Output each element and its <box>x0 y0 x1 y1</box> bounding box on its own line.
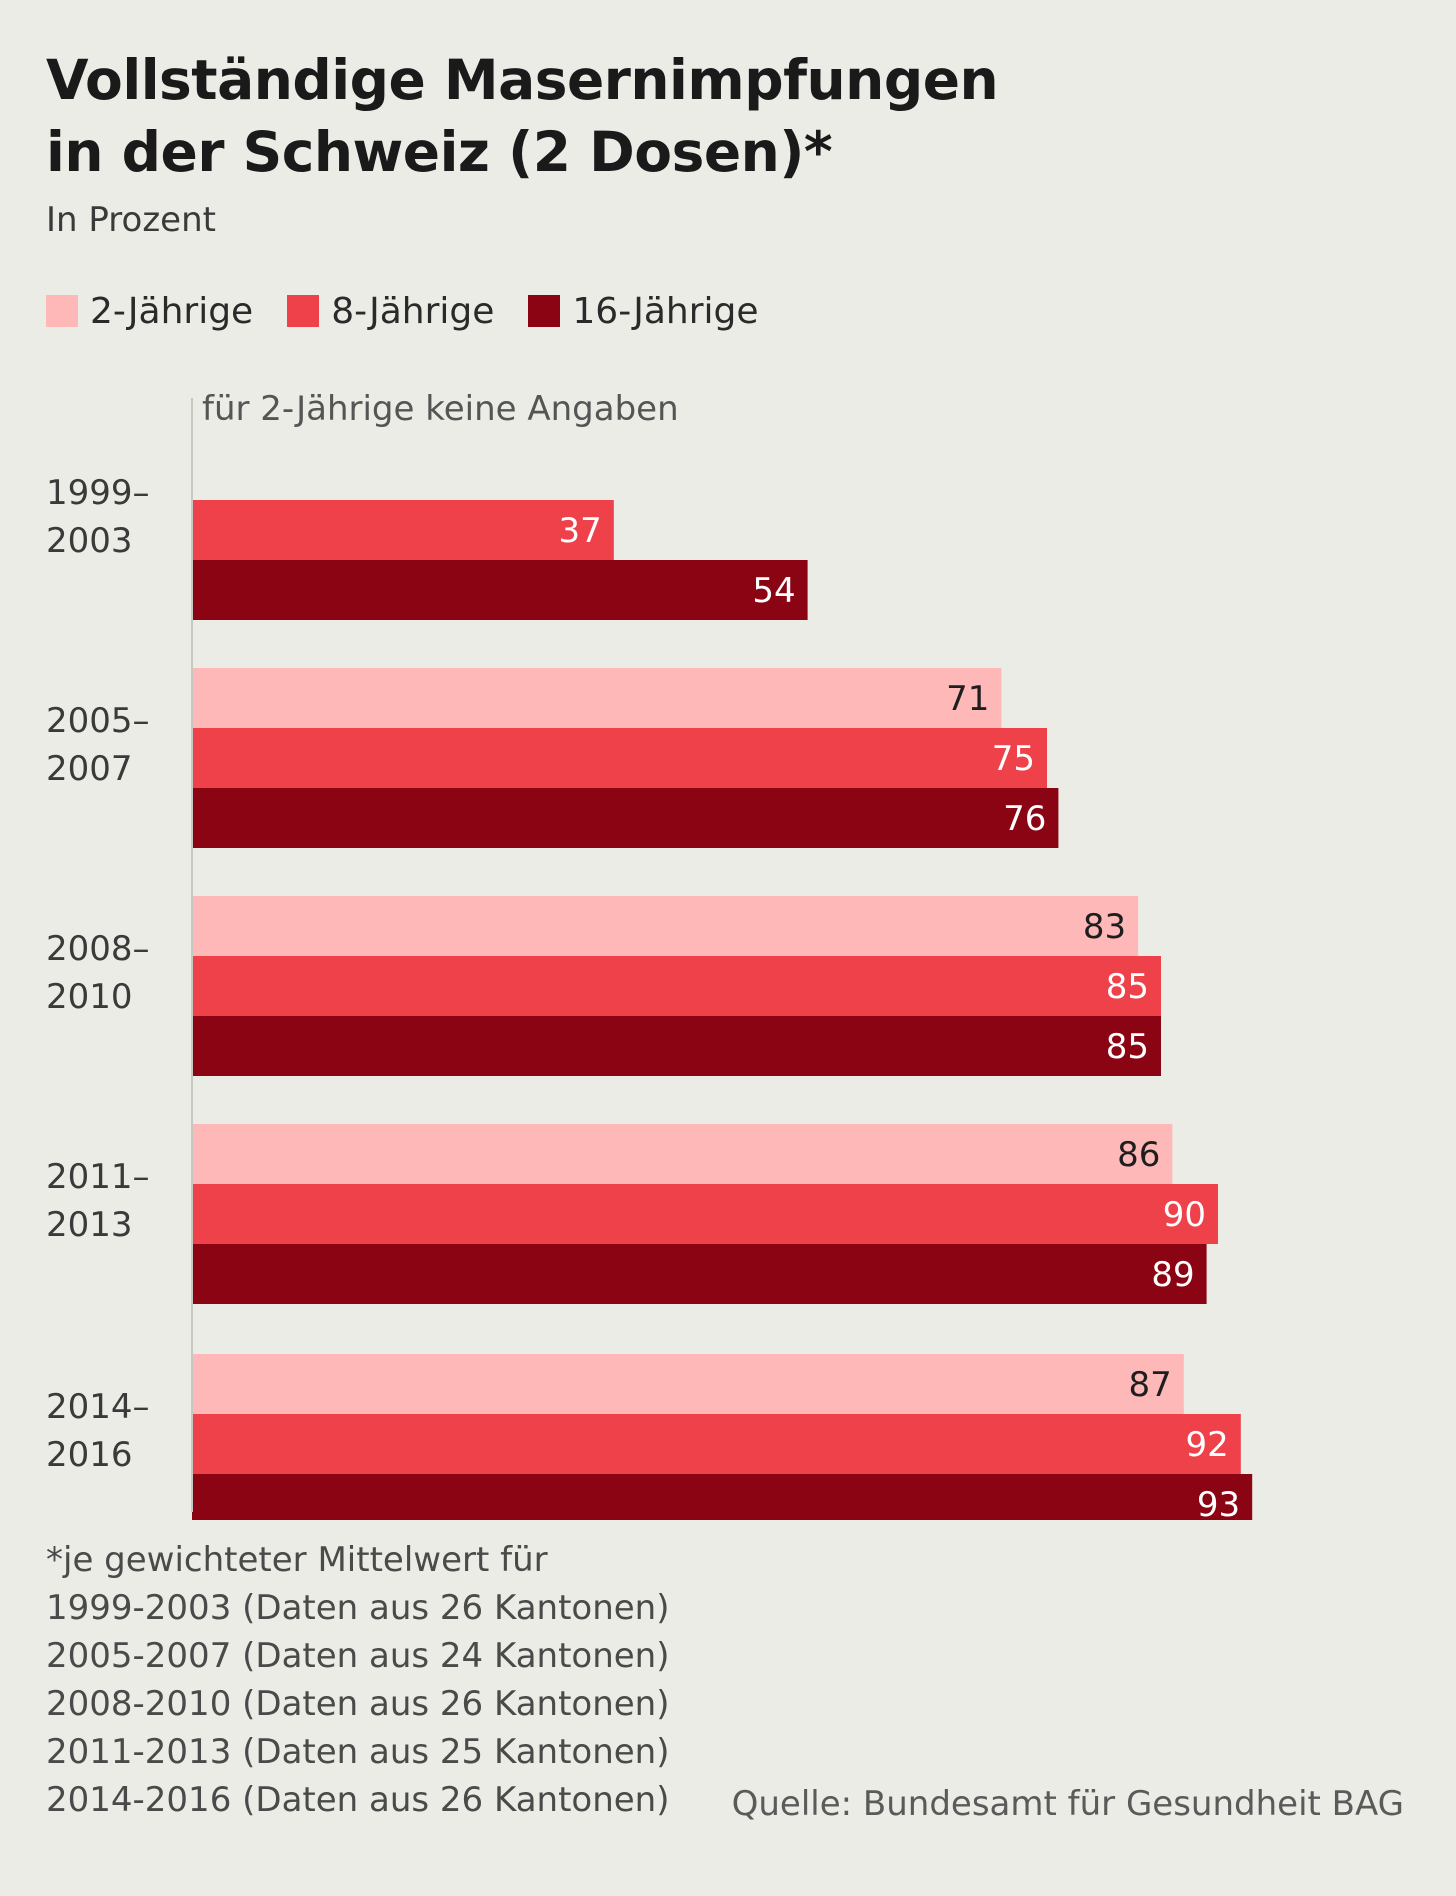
bar-8-jaehrige <box>192 956 1161 1016</box>
legend-label-2-jaehrige: 2-Jährige <box>90 290 254 332</box>
legend-swatch-2-jaehrige <box>46 295 78 327</box>
category-label: 2011– 2013 <box>46 1157 150 1245</box>
bar-16-jaehrige <box>192 1244 1207 1304</box>
bar-8-jaehrige <box>192 1414 1241 1474</box>
category-label: 2005– 2007 <box>46 701 150 789</box>
footnote-line: 1999-2003 (Daten aus 26 Kantonen) <box>46 1588 670 1628</box>
category-label: 1999– 2003 <box>46 473 150 561</box>
bar-value-label: 75 <box>992 739 1035 779</box>
bar-value-label: 76 <box>1003 799 1046 839</box>
bar-value-label: 87 <box>1129 1365 1172 1405</box>
chart-title-line-1: Vollständige Masernimpfungen <box>46 48 999 112</box>
chart-title-line-2: in der Schweiz (2 Dosen)* <box>46 120 833 184</box>
bar-value-label: 37 <box>559 511 602 551</box>
legend-swatch-16-jaehrige <box>528 295 561 327</box>
legend-label-8-jaehrige: 8-Jährige <box>331 290 495 332</box>
chart-subtitle: In Prozent <box>46 200 216 240</box>
bar-value-label: 54 <box>752 571 795 611</box>
bar-2-jaehrige <box>192 896 1139 956</box>
bar-16-jaehrige <box>192 560 808 620</box>
bar-16-jaehrige <box>192 1016 1161 1076</box>
legend-item-2-jaehrige: 2-Jährige <box>46 291 253 332</box>
bar-value-label: 85 <box>1106 1027 1149 1067</box>
legend-swatch-8-jaehrige <box>287 295 320 327</box>
bar-value-label: 92 <box>1186 1425 1229 1465</box>
legend: 2-Jährige 8-Jährige 16-Jährige <box>46 286 793 336</box>
bar-value-label: 90 <box>1163 1195 1206 1235</box>
bar-8-jaehrige <box>192 1184 1218 1244</box>
legend-item-8-jaehrige: 8-Jährige <box>287 291 494 332</box>
bar-2-jaehrige <box>192 1124 1173 1184</box>
bar-value-label: 86 <box>1117 1135 1160 1175</box>
chart-title: Vollständige Masernimpfungen in der Schw… <box>46 44 1346 188</box>
footnote-line: *je gewichteter Mittelwert für <box>46 1540 548 1580</box>
footnote-line: 2008-2010 (Daten aus 26 Kantonen) <box>46 1684 670 1724</box>
bar-2-jaehrige <box>192 668 1002 728</box>
footnote-line: 2005-2007 (Daten aus 24 Kantonen) <box>46 1636 670 1676</box>
footnote-line: 2014-2016 (Daten aus 26 Kantonen) <box>46 1780 670 1820</box>
bar-2-jaehrige <box>192 1354 1184 1414</box>
bar-value-label: 93 <box>1197 1485 1240 1520</box>
category-label: 2014– 2016 <box>46 1387 150 1475</box>
no-data-annotation: für 2-Jährige keine Angaben <box>202 389 679 429</box>
legend-item-16-jaehrige: 16-Jährige <box>528 290 759 332</box>
category-label: 2008– 2010 <box>46 929 150 1017</box>
footnote-line: 2011-2013 (Daten aus 25 Kantonen) <box>46 1732 670 1772</box>
bar-16-jaehrige <box>192 1474 1253 1520</box>
legend-label-16-jaehrige: 16-Jährige <box>572 290 759 332</box>
bar-value-label: 85 <box>1106 967 1149 1007</box>
bar-value-label: 89 <box>1151 1255 1194 1295</box>
bar-16-jaehrige <box>192 788 1059 848</box>
bar-8-jaehrige <box>192 500 614 560</box>
source-credit: Quelle: Bundesamt für Gesundheit BAG <box>731 1784 1404 1824</box>
footnote: *je gewichteter Mittelwert für 1999-2003… <box>46 1536 670 1824</box>
bar-value-label: 83 <box>1083 907 1126 947</box>
bar-8-jaehrige <box>192 728 1047 788</box>
bar-value-label: 71 <box>946 679 989 719</box>
